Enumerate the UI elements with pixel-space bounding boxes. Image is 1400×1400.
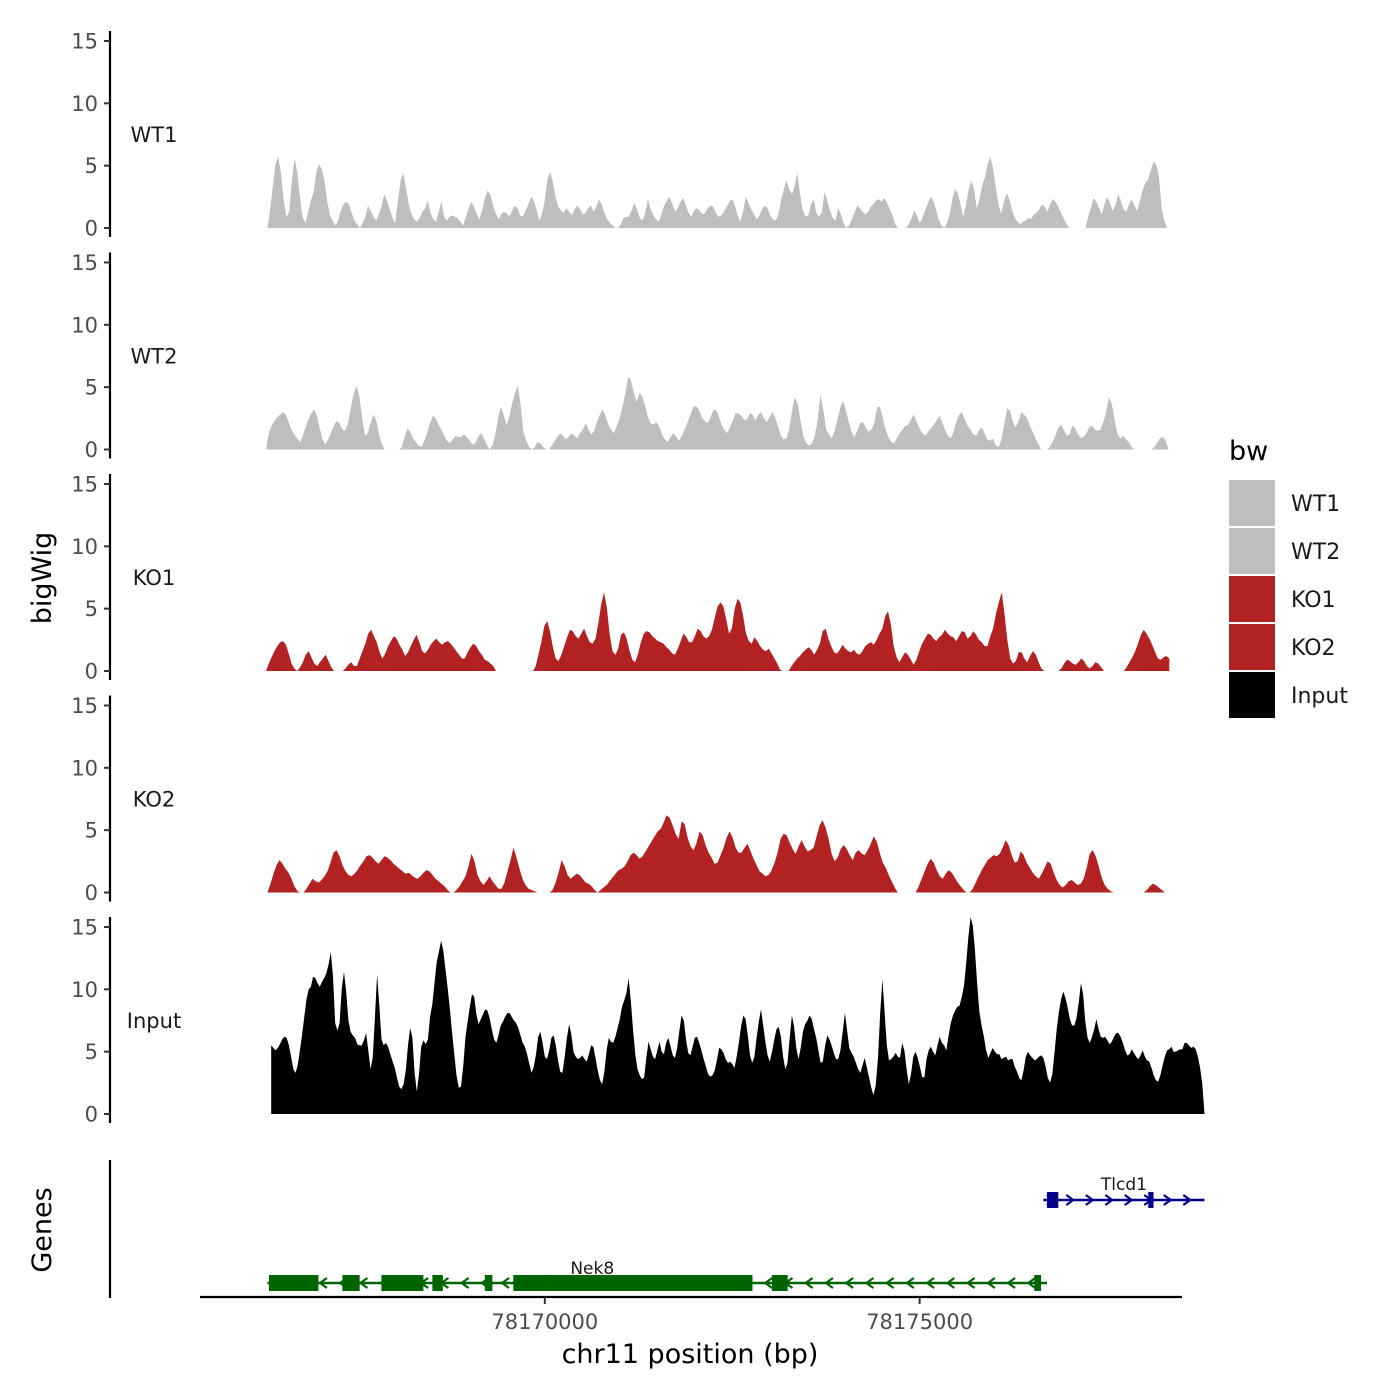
- gene-exon: [1148, 1192, 1154, 1208]
- strand-arrow: [1124, 1194, 1134, 1206]
- legend-entry-ko1: KO1: [1229, 576, 1336, 622]
- y-tick-label: 0: [85, 660, 98, 684]
- legend-swatch: [1229, 624, 1275, 670]
- gene-label-tlcd1: Tlcd1: [1100, 1175, 1147, 1195]
- y-tick-label: 10: [71, 92, 98, 116]
- track-panel-input: 0 5 10 15 Input: [71, 915, 1205, 1127]
- y-tick-label: 10: [71, 535, 98, 559]
- y-tick-label: 0: [85, 217, 98, 241]
- legend-entry-input: Input: [1229, 672, 1348, 718]
- gene-exon: [432, 1275, 443, 1291]
- track-panel-wt2: 0 5 10 15 WT2: [71, 251, 1169, 462]
- y-tick-label: 5: [85, 154, 98, 178]
- gene-exon: [484, 1275, 493, 1291]
- legend-swatch: [1229, 480, 1275, 526]
- y-tick-label: 15: [71, 915, 98, 939]
- legend-label: WT1: [1291, 492, 1340, 517]
- strand-arrow: [1182, 1194, 1193, 1206]
- track-label-wt1: WT1: [131, 123, 178, 147]
- legend-label: Input: [1291, 684, 1348, 709]
- y-tick-label: 10: [71, 756, 98, 780]
- y-tick-label: 5: [85, 819, 98, 843]
- strand-arrow: [1085, 1194, 1095, 1206]
- strand-arrow: [965, 1277, 976, 1289]
- legend-swatch: [1229, 672, 1275, 718]
- y-tick-label: 15: [71, 472, 98, 496]
- gene-exon: [381, 1275, 424, 1291]
- y-tick-label: 15: [71, 251, 98, 275]
- strand-arrow: [904, 1277, 915, 1289]
- legend: bw WT1 WT2 KO1 KO2 Input: [1229, 436, 1348, 718]
- strand-arrow: [318, 1277, 328, 1289]
- track-panel-ko2: 0 5 10 15 KO2: [71, 694, 1168, 905]
- strand-arrow: [358, 1277, 369, 1289]
- gene-exon: [513, 1275, 549, 1291]
- strand-arrow: [945, 1277, 956, 1289]
- track-label-ko1: KO1: [133, 566, 176, 590]
- track-panel-wt1: 0 5 10 15 WT1: [71, 29, 1167, 241]
- gene-tlcd1: Tlcd1: [1043, 1175, 1205, 1208]
- y-tick-label: 15: [71, 29, 98, 53]
- gene-exon: [771, 1275, 788, 1291]
- gene-annotation-track: Tlcd1 Nek8: [108, 1160, 1205, 1298]
- legend-entry-wt2: WT2: [1229, 528, 1340, 574]
- strand-arrow: [985, 1277, 996, 1289]
- y-tick-label: 0: [85, 438, 98, 462]
- coverage-area-wt1: [267, 156, 1167, 228]
- coverage-area-wt2: [266, 377, 1169, 450]
- track-label-ko2: KO2: [133, 788, 176, 812]
- x-axis: 78170000 78175000: [200, 1295, 1182, 1334]
- strand-arrow: [803, 1277, 814, 1289]
- track-label-wt2: WT2: [131, 345, 178, 369]
- x-axis-title: chr11 position (bp): [562, 1339, 819, 1370]
- y-tick-label: 5: [85, 1040, 98, 1064]
- y-tick-label: 10: [71, 313, 98, 337]
- strand-arrow: [763, 1277, 773, 1289]
- gene-label-nek8: Nek8: [570, 1259, 614, 1279]
- legend-label: KO2: [1291, 636, 1336, 661]
- gene-exon: [342, 1275, 360, 1291]
- y-tick-label: 5: [85, 376, 98, 400]
- strand-arrow: [925, 1277, 935, 1289]
- genes-axis-title: Genes: [27, 1187, 58, 1272]
- strand-arrow: [1163, 1194, 1173, 1206]
- legend-entry-ko2: KO2: [1229, 624, 1336, 670]
- track-label-input: Input: [127, 1009, 181, 1033]
- legend-label: WT2: [1291, 540, 1340, 565]
- gene-nek8: Nek8: [267, 1259, 1048, 1291]
- strand-arrow: [459, 1277, 470, 1289]
- strand-arrow: [500, 1277, 510, 1289]
- coverage-tracks: 0 5 10 15 WT1 0 5 10 15 WT2 0 5 10 15 KO1 0 5 10 15 KO2 0 5 10…: [71, 29, 1205, 1127]
- legend-title: bw: [1229, 436, 1268, 467]
- y-tick-label: 15: [71, 694, 98, 718]
- strand-arrow: [884, 1277, 895, 1289]
- strand-arrow: [1065, 1194, 1076, 1206]
- legend-swatch: [1229, 576, 1275, 622]
- x-tick-label: 78170000: [491, 1310, 598, 1334]
- coverage-area-ko2: [267, 815, 1168, 893]
- legend-label: KO1: [1291, 588, 1336, 613]
- y-tick-label: 0: [85, 1103, 98, 1127]
- track-panel-ko1: 0 5 10 15 KO1: [71, 472, 1170, 684]
- y-tick-label: 10: [71, 978, 98, 1002]
- coverage-area-input: [271, 917, 1205, 1114]
- legend-swatch: [1229, 528, 1275, 574]
- y-axis-title: bigWig: [27, 532, 58, 625]
- strand-arrow: [1006, 1277, 1016, 1289]
- gene-exon: [548, 1275, 753, 1291]
- gene-exon: [268, 1275, 319, 1291]
- x-tick-label: 78175000: [866, 1310, 973, 1334]
- strand-arrow: [1026, 1277, 1036, 1289]
- strand-arrow: [1104, 1194, 1115, 1206]
- strand-arrow: [824, 1277, 834, 1289]
- coverage-area-ko1: [266, 592, 1170, 671]
- y-tick-label: 0: [85, 881, 98, 905]
- strand-arrow: [864, 1277, 875, 1289]
- strand-arrow: [844, 1277, 854, 1289]
- legend-entry-wt1: WT1: [1229, 480, 1340, 526]
- gene-exon: [1034, 1275, 1042, 1291]
- gene-exon: [1047, 1192, 1059, 1208]
- y-tick-label: 5: [85, 597, 98, 621]
